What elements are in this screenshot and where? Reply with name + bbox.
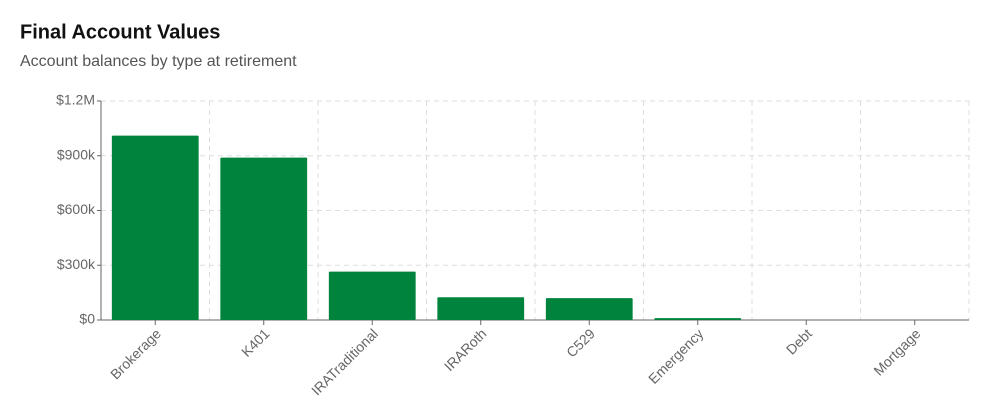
y-tick-label: $600k bbox=[57, 201, 96, 217]
y-tick-label: $0 bbox=[79, 311, 95, 327]
chart-subtitle: Account balances by type at retirement bbox=[20, 53, 297, 70]
bar bbox=[220, 157, 308, 320]
x-tick-label: Emergency bbox=[645, 325, 706, 386]
x-tick-label: Debt bbox=[783, 325, 815, 357]
bar bbox=[654, 318, 742, 320]
x-tick-label: Mortgage bbox=[870, 325, 923, 378]
bar bbox=[437, 297, 525, 320]
y-tick-label: $1.2M bbox=[56, 92, 95, 108]
bar bbox=[545, 298, 633, 320]
x-tick-label: IRARoth bbox=[441, 325, 490, 374]
x-tick-label: K401 bbox=[238, 325, 273, 360]
x-tick-label: IRATraditional bbox=[308, 325, 381, 398]
x-tick-label: Brokerage bbox=[107, 325, 164, 382]
chart-title: Final Account Values bbox=[20, 21, 220, 43]
y-tick-label: $300k bbox=[57, 256, 96, 272]
x-tick-label: C529 bbox=[563, 325, 598, 360]
bar bbox=[111, 135, 199, 320]
bar bbox=[328, 271, 416, 320]
y-tick-label: $900k bbox=[57, 146, 96, 162]
